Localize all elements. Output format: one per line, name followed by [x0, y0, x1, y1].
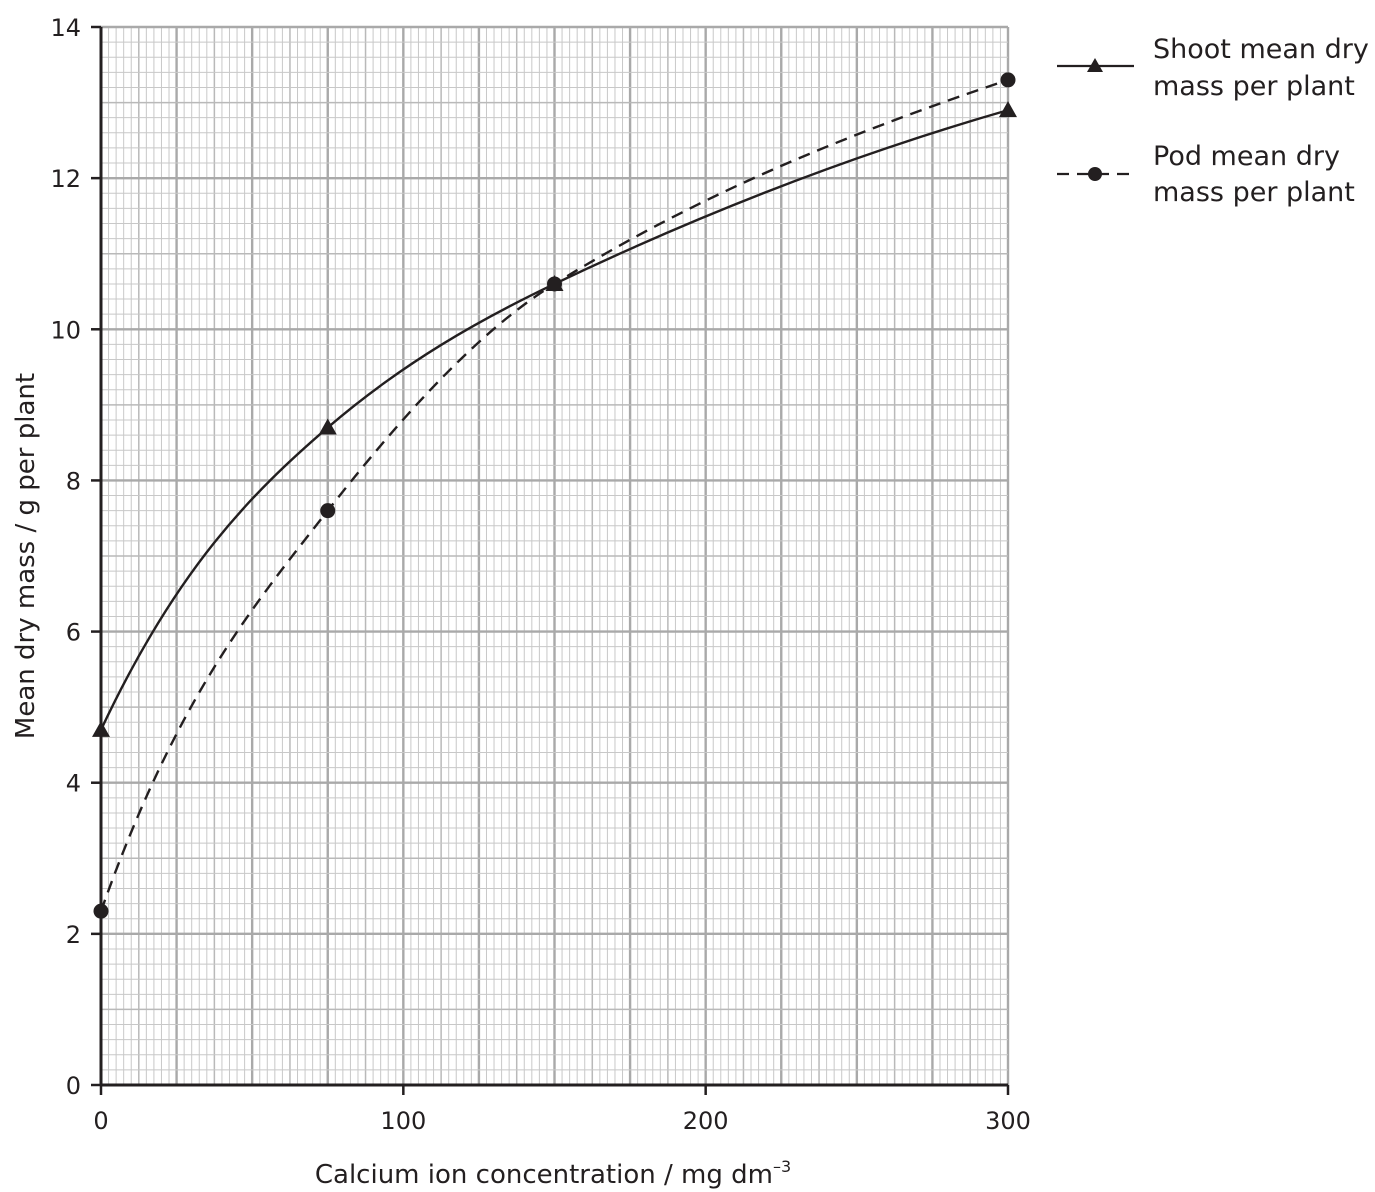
series-line-shoot: [99, 108, 1009, 731]
y-tick-label: 4: [66, 770, 81, 798]
legend-marker-shoot-triangle-icon: [1087, 58, 1103, 72]
x-tick-label: 100: [380, 1107, 426, 1135]
x-tick-label: 300: [985, 1107, 1031, 1135]
x-axis-title: Calcium ion concentration / mg dm–3: [315, 1157, 791, 1190]
y-tick-label: 12: [50, 165, 81, 193]
series-line-pod: [99, 78, 1009, 912]
data-point-pod-circle: [1000, 72, 1016, 88]
tick-labels: 0 2 4 6 8 10 12 14 0 100 200 300: [50, 14, 1030, 1135]
data-point-pod-circle: [547, 276, 562, 292]
data-point-pod-circle: [93, 903, 109, 919]
y-tick-label: 10: [50, 316, 81, 344]
y-tick-label: 8: [66, 467, 81, 495]
series-layer: [99, 78, 1009, 912]
legend-label-shoot-line2: mass per plant: [1153, 71, 1355, 102]
legend: Shoot mean dry mass per plant Pod mean d…: [1057, 34, 1369, 208]
y-tick-label: 2: [66, 921, 81, 949]
legend-label-pod-line1: Pod mean dry: [1153, 141, 1340, 172]
y-axis-title: Mean dry mass / g per plant: [11, 373, 41, 739]
data-point-pod-circle: [320, 503, 336, 519]
legend-label-shoot-line1: Shoot mean dry: [1153, 34, 1369, 65]
y-tick-label: 0: [66, 1072, 81, 1100]
y-tick-label: 6: [66, 619, 81, 647]
x-tick-label: 0: [93, 1107, 108, 1135]
grid: [99, 25, 1010, 1087]
data-point-shoot-triangle: [318, 418, 337, 435]
legend-label-pod-line2: mass per plant: [1153, 177, 1355, 208]
data-point-shoot-triangle: [92, 720, 110, 737]
markers-layer: [92, 72, 1017, 919]
y-tick-label: 14: [50, 14, 81, 42]
x-tick-label: 200: [683, 1107, 729, 1135]
legend-marker-pod-circle-icon: [1088, 167, 1102, 181]
data-point-shoot-triangle: [999, 101, 1017, 118]
